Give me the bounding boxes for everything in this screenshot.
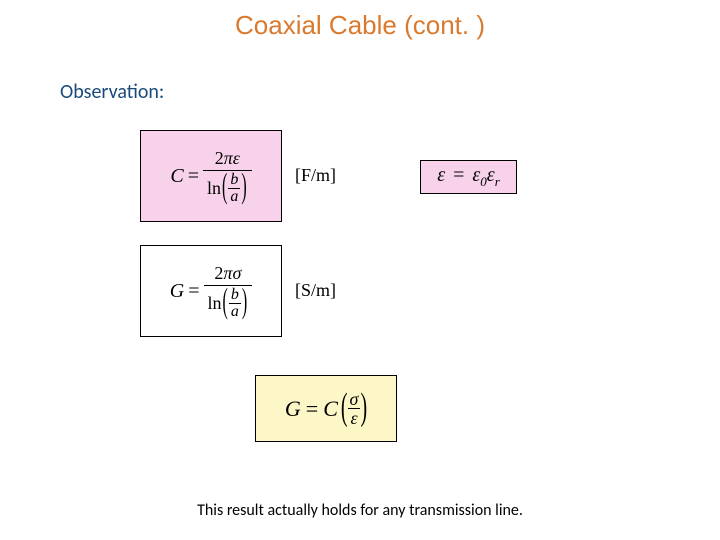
eqG-unit: [S/m]	[295, 280, 336, 301]
lparen-icon: (	[223, 283, 228, 323]
equation-eps-box: ε = ε0εr	[420, 160, 517, 194]
eqC-b: b	[228, 172, 240, 188]
slide-title: Coaxial Cable (cont. )	[0, 10, 720, 41]
eps-lhs: ε	[437, 164, 445, 186]
equation-G-box: G = 2πσ ln ( b a )	[140, 245, 282, 337]
eqG-b: b	[229, 287, 241, 303]
equation-GC-box: G = C ( σ ε )	[255, 375, 397, 442]
eqC-ln: ln	[207, 178, 221, 199]
eqG-a: a	[229, 303, 241, 320]
eqC-a: a	[228, 188, 240, 205]
footer-text: This result actually holds for any trans…	[0, 501, 720, 520]
lparen-icon: (	[222, 168, 227, 208]
eqG-ba: b a	[229, 287, 241, 320]
epsr-sub: r	[495, 174, 500, 189]
eqC-frac: 2πε ln ( b a )	[203, 148, 252, 205]
eqG-eq: =	[188, 280, 199, 303]
eqC-eps: ε	[233, 148, 240, 168]
eqC-num-coeff: 2	[215, 148, 224, 168]
eqG-frac: 2πσ ln ( b a )	[204, 263, 253, 320]
equation-G: G = 2πσ ln ( b a )	[170, 263, 252, 320]
equation-C: C = 2πε ln ( b a )	[170, 148, 251, 205]
equation-GC: G = C ( σ ε )	[285, 390, 367, 427]
equation-C-box: C = 2πε ln ( b a )	[140, 130, 282, 222]
rparen-icon: )	[241, 168, 246, 208]
eqC-pi: π	[224, 148, 233, 168]
GC-eps: ε	[348, 408, 359, 427]
rparen-icon: )	[242, 283, 247, 323]
observation-label: Observation:	[60, 80, 164, 104]
eps-eq: =	[453, 164, 464, 186]
rparen-icon: )	[360, 387, 367, 431]
equation-eps: ε = ε0εr	[437, 164, 500, 190]
eqC-lhs: C	[170, 165, 183, 188]
eqC-ba: b a	[228, 172, 240, 205]
GC-eq: =	[306, 396, 318, 422]
GC-sigma: σ	[348, 390, 361, 408]
eqG-lhs: G	[170, 280, 184, 303]
eqG-sigma: σ	[232, 263, 241, 283]
lparen-icon: (	[341, 387, 348, 431]
eqC-unit: [F/m]	[295, 165, 336, 186]
GC-frac: σ ε	[348, 390, 361, 427]
GC-lhs: G	[285, 396, 301, 422]
GC-C: C	[323, 396, 338, 422]
eqC-eq: =	[188, 165, 199, 188]
epsr-sym: ε	[487, 164, 495, 186]
eqG-ln: ln	[208, 293, 222, 314]
